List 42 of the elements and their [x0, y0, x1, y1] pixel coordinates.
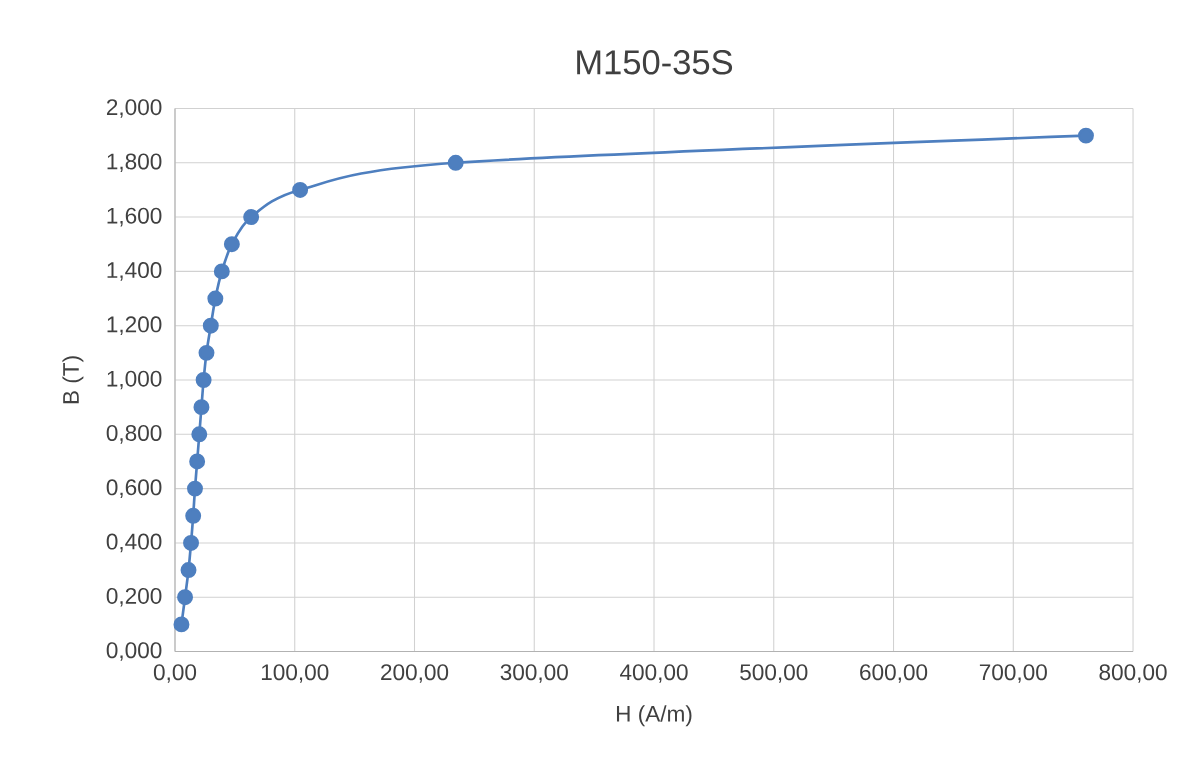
y-axis-title: B (T) [62, 356, 84, 404]
y-tick-label: 1,800 [107, 153, 162, 173]
x-tick-label: 800,00 [1099, 664, 1167, 683]
point [191, 426, 208, 443]
point [183, 534, 200, 551]
x-tick-label: 0,00 [153, 664, 197, 683]
x-tick-label: 300,00 [500, 664, 568, 683]
point [1078, 127, 1094, 144]
x-tick-label: 500,00 [740, 664, 808, 683]
y-tick-label: 0,200 [106, 587, 162, 607]
x-tick-label: 200,00 [381, 664, 449, 683]
x-tick-label: 100,00 [261, 664, 329, 683]
y-tick-label: 1,000 [107, 370, 162, 390]
point [207, 290, 224, 307]
point [202, 317, 219, 334]
y-tick-label: 1,200 [107, 316, 162, 336]
x-tick-label: 700,00 [979, 664, 1047, 683]
point [177, 589, 194, 606]
x-tick-label: 400,00 [620, 664, 688, 683]
point [185, 507, 202, 524]
point [180, 562, 197, 579]
x-axis-title: H (A/m) [616, 705, 692, 727]
point [223, 236, 240, 253]
point [243, 209, 260, 226]
point [189, 453, 206, 470]
y-tick-label: 1,600 [107, 207, 162, 227]
y-tick-label: 0,800 [106, 425, 162, 444]
y-tick-label: 0,400 [106, 533, 162, 553]
point [198, 344, 215, 361]
point [195, 372, 212, 388]
y-tick-label: 0,000 [106, 642, 162, 661]
chart-title: M150-35S [577, 50, 733, 75]
point [213, 263, 230, 280]
y-tick-label: 1,400 [107, 262, 162, 281]
point [447, 154, 464, 171]
y-tick-label: 2,000 [106, 99, 162, 118]
x-tick-label: 600,00 [860, 664, 928, 683]
point [173, 616, 190, 633]
point [187, 480, 203, 497]
y-tick-label: 0,600 [106, 479, 162, 498]
point [292, 181, 309, 198]
point [193, 399, 210, 416]
